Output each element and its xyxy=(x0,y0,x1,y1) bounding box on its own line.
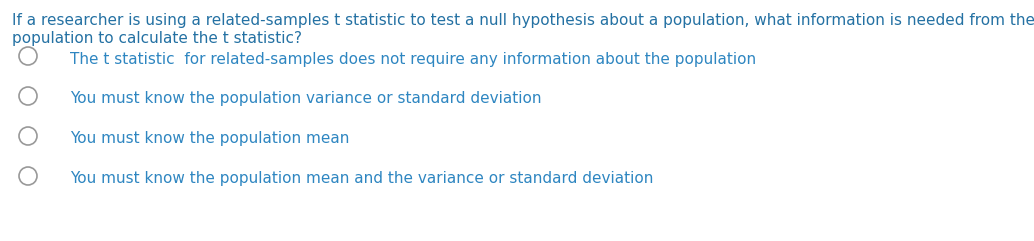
Text: You must know the population mean: You must know the population mean xyxy=(70,132,349,147)
Text: You must know the population mean and the variance or standard deviation: You must know the population mean and th… xyxy=(70,172,653,187)
Text: If a researcher is using a related-samples t statistic to test a null hypothesis: If a researcher is using a related-sampl… xyxy=(12,13,1034,28)
Text: You must know the population variance or standard deviation: You must know the population variance or… xyxy=(70,92,542,107)
Text: population to calculate the t statistic?: population to calculate the t statistic? xyxy=(12,31,302,46)
Text: The t statistic  for related-samples does not require any information about the : The t statistic for related-samples does… xyxy=(70,52,756,67)
